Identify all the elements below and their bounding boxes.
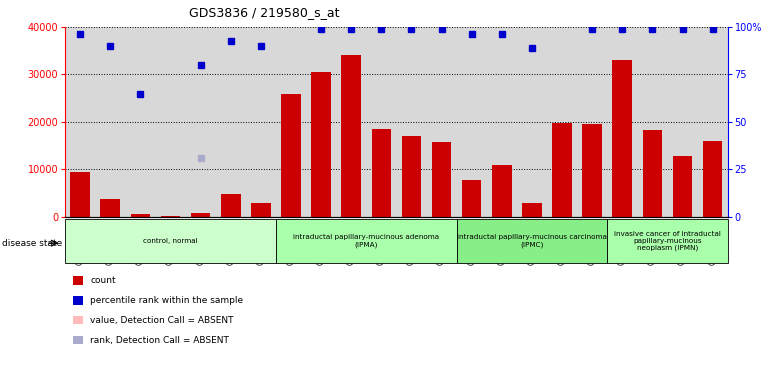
Bar bbox=[673, 156, 692, 217]
Bar bbox=[552, 123, 572, 217]
Bar bbox=[161, 216, 180, 217]
Bar bbox=[221, 194, 241, 217]
Bar bbox=[492, 165, 512, 217]
Bar bbox=[582, 124, 602, 217]
Bar bbox=[462, 180, 482, 217]
Bar bbox=[70, 172, 90, 217]
Bar bbox=[703, 141, 722, 217]
Text: percentile rank within the sample: percentile rank within the sample bbox=[90, 296, 244, 305]
Text: intraductal papillary-mucinous carcinoma
(IPMC): intraductal papillary-mucinous carcinoma… bbox=[457, 234, 607, 248]
Bar bbox=[401, 136, 421, 217]
Bar bbox=[281, 94, 301, 217]
Bar bbox=[372, 129, 391, 217]
Text: count: count bbox=[90, 276, 116, 285]
Bar bbox=[643, 131, 662, 217]
Bar bbox=[191, 213, 211, 217]
Bar bbox=[131, 214, 150, 217]
Text: control, normal: control, normal bbox=[143, 238, 198, 244]
Bar bbox=[342, 55, 361, 217]
Bar bbox=[432, 142, 451, 217]
Text: GDS3836 / 219580_s_at: GDS3836 / 219580_s_at bbox=[188, 6, 339, 19]
Text: rank, Detection Call = ABSENT: rank, Detection Call = ABSENT bbox=[90, 336, 229, 345]
Bar bbox=[251, 203, 270, 217]
Bar bbox=[613, 60, 632, 217]
Text: invasive cancer of intraductal
papillary-mucinous
neoplasm (IPMN): invasive cancer of intraductal papillary… bbox=[614, 231, 721, 251]
Text: disease state: disease state bbox=[2, 239, 62, 248]
Bar bbox=[522, 203, 542, 217]
Text: value, Detection Call = ABSENT: value, Detection Call = ABSENT bbox=[90, 316, 234, 325]
Text: intraductal papillary-mucinous adenoma
(IPMA): intraductal papillary-mucinous adenoma (… bbox=[293, 234, 440, 248]
Bar bbox=[311, 72, 331, 217]
Bar bbox=[100, 199, 120, 217]
